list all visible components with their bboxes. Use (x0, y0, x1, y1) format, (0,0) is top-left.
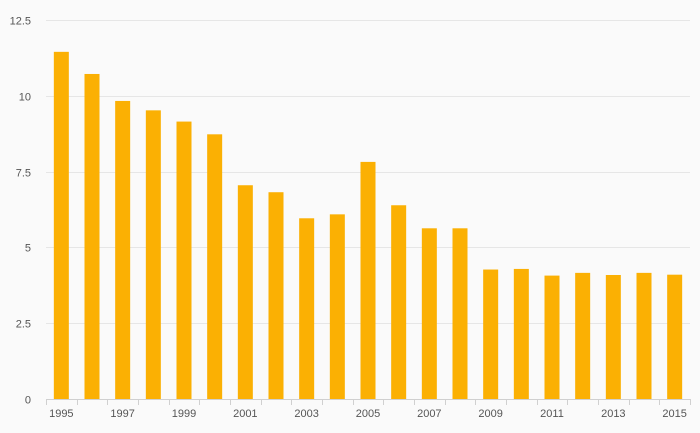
bar-2014[interactable] (636, 272, 652, 399)
x-tick-label: 2007 (417, 408, 441, 420)
y-tick-label: 2.5 (16, 319, 31, 331)
bar-1999[interactable] (176, 121, 192, 399)
bar-2015[interactable] (667, 274, 683, 399)
bar-2012[interactable] (575, 272, 591, 399)
bar-2009[interactable] (483, 269, 499, 399)
x-tick-label: 2009 (478, 408, 502, 420)
bar-2000[interactable] (207, 134, 223, 399)
x-tick-label: 2015 (662, 408, 686, 420)
bar-1997[interactable] (115, 100, 131, 399)
bars (53, 51, 683, 400)
bar-2008[interactable] (452, 228, 468, 399)
bar-1998[interactable] (145, 110, 161, 399)
bar-2006[interactable] (391, 205, 407, 399)
bar-2001[interactable] (237, 185, 253, 399)
y-tick-label: 5 (25, 243, 31, 255)
y-tick-label: 0 (25, 395, 31, 407)
x-tick-label: 1995 (49, 408, 73, 420)
bar-2002[interactable] (268, 192, 284, 399)
bar-2004[interactable] (329, 214, 345, 399)
x-axis-ticks: 1995 1997 1999 2001 2003 2005 2007 2009 2011 2013… (46, 399, 691, 420)
y-tick-label: 10 (19, 92, 31, 104)
bar-2010[interactable] (513, 268, 529, 399)
x-tick-label: 2005 (356, 408, 380, 420)
y-axis-ticks: 0 2.5 5 7.5 10 12.5 (10, 16, 31, 407)
x-tick-label: 2001 (233, 408, 257, 420)
y-tick-label: 7.5 (16, 168, 31, 180)
bar-1996[interactable] (84, 73, 100, 399)
x-tick-label: 2011 (540, 408, 564, 420)
y-tick-label: 12.5 (10, 16, 31, 28)
bar-1995[interactable] (53, 51, 69, 400)
bar-2005[interactable] (360, 161, 376, 399)
x-tick-label: 2003 (294, 408, 318, 420)
x-tick-label: 1997 (110, 408, 134, 420)
x-tick-label: 1999 (172, 408, 196, 420)
bar-2011[interactable] (544, 275, 560, 399)
bar-2003[interactable] (299, 218, 315, 399)
x-tick-label: 2013 (601, 408, 625, 420)
bar-2013[interactable] (605, 274, 621, 399)
bar-2007[interactable] (421, 228, 437, 399)
